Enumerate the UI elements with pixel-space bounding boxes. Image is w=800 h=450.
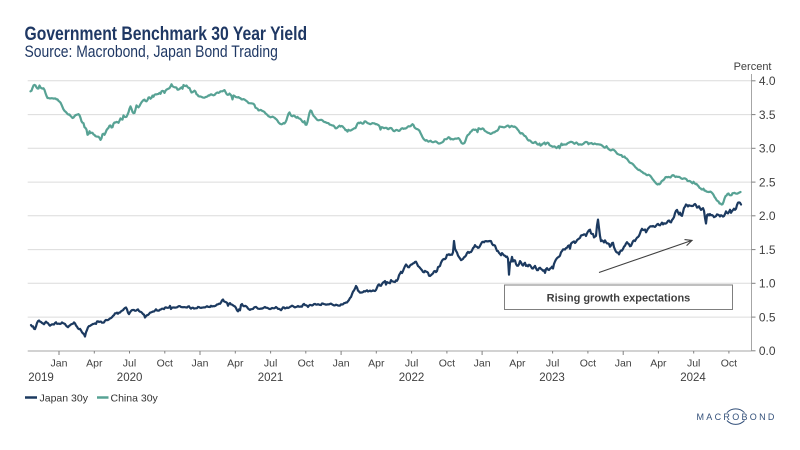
svg-text:2021: 2021 (258, 372, 284, 384)
svg-text:Apr: Apr (86, 358, 103, 370)
svg-text:Oct: Oct (157, 358, 173, 370)
svg-text:Rising growth expectations: Rising growth expectations (547, 293, 691, 305)
svg-text:2.0: 2.0 (759, 209, 776, 223)
svg-text:Apr: Apr (650, 358, 667, 370)
svg-text:2022: 2022 (399, 372, 425, 384)
svg-text:0.5: 0.5 (759, 310, 776, 324)
svg-text:2019: 2019 (28, 372, 54, 384)
svg-text:Jan: Jan (51, 358, 68, 370)
svg-text:0.0: 0.0 (759, 344, 776, 358)
svg-text:Japan 30y: Japan 30y (40, 393, 89, 405)
svg-text:Percent: Percent (734, 61, 772, 73)
svg-text:Apr: Apr (368, 358, 385, 370)
svg-text:Jan: Jan (474, 358, 491, 370)
svg-text:1.0: 1.0 (759, 277, 776, 291)
svg-text:Jan: Jan (192, 358, 209, 370)
svg-text:Jul: Jul (264, 358, 277, 370)
svg-text:2020: 2020 (117, 372, 143, 384)
svg-text:2024: 2024 (680, 372, 706, 384)
svg-text:Oct: Oct (298, 358, 314, 370)
svg-text:Oct: Oct (439, 358, 455, 370)
svg-text:Apr: Apr (227, 358, 244, 370)
svg-text:3.0: 3.0 (759, 142, 776, 156)
svg-text:Oct: Oct (721, 358, 737, 370)
svg-text:1.5: 1.5 (759, 243, 776, 257)
svg-text:4.0: 4.0 (759, 74, 776, 88)
svg-text:Oct: Oct (580, 358, 596, 370)
svg-text:MACROBOND: MACROBOND (697, 412, 777, 422)
svg-text:Jul: Jul (687, 358, 700, 370)
svg-text:2023: 2023 (539, 372, 565, 384)
svg-text:3.5: 3.5 (759, 108, 776, 122)
svg-text:2.5: 2.5 (759, 175, 776, 189)
svg-text:Apr: Apr (509, 358, 526, 370)
svg-text:Jul: Jul (123, 358, 136, 370)
svg-text:Jan: Jan (615, 358, 632, 370)
svg-text:Government Benchmark 30 Year Y: Government Benchmark 30 Year Yield (25, 23, 308, 45)
svg-text:Source: Macrobond, Japan Bond: Source: Macrobond, Japan Bond Trading (25, 43, 278, 62)
svg-text:Jul: Jul (405, 358, 418, 370)
svg-text:Jan: Jan (333, 358, 350, 370)
svg-text:Jul: Jul (546, 358, 559, 370)
svg-text:China 30y: China 30y (111, 393, 159, 405)
